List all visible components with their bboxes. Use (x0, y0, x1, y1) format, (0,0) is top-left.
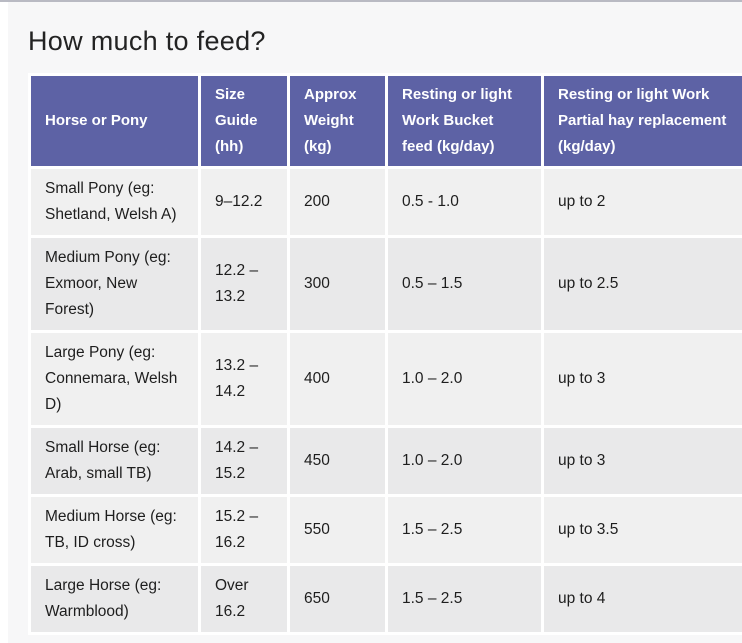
row-header-cell: Medium Pony (eg: Exmoor, New Forest) (28, 235, 201, 334)
table-cell-hay: up to 2.5 (541, 235, 742, 334)
table-cell-weight: 550 (287, 494, 388, 567)
table-header: Horse or Pony Size Guide (hh) Approx Wei… (28, 73, 742, 170)
table-cell-bucket-feed: 1.5 – 2.5 (385, 494, 544, 567)
table-cell-size: 9–12.2 (198, 166, 290, 239)
header-cell-hay-replacement: Resting or light Work Partial hay replac… (541, 73, 742, 170)
table-cell-hay: up to 3 (541, 330, 742, 429)
table-row: Large Horse (eg: Warmblood) Over 16.2 65… (28, 563, 742, 636)
page-content: How much to feed? Horse or Pony Size Gui… (8, 2, 742, 643)
row-header-cell: Large Pony (eg: Connemara, Welsh D) (28, 330, 201, 429)
table-cell-size: 12.2 – 13.2 (198, 235, 290, 334)
table-cell-bucket-feed: 1.0 – 2.0 (385, 425, 544, 498)
header-cell-horse-or-pony: Horse or Pony (28, 73, 201, 170)
table-cell-hay: up to 3.5 (541, 494, 742, 567)
page-title: How much to feed? (28, 26, 266, 56)
table-row: Small Horse (eg: Arab, small TB) 14.2 – … (28, 425, 742, 498)
row-header-cell: Small Horse (eg: Arab, small TB) (28, 425, 201, 498)
top-border-line (0, 0, 742, 2)
header-cell-size-guide: Size Guide (hh) (198, 73, 290, 170)
table-cell-hay: up to 3 (541, 425, 742, 498)
table-cell-hay: up to 2 (541, 166, 742, 239)
table-row: Large Pony (eg: Connemara, Welsh D) 13.2… (28, 330, 742, 429)
table-body: Small Pony (eg: Shetland, Welsh A) 9–12.… (28, 166, 742, 636)
header-cell-approx-weight: Approx Weight (kg) (287, 73, 388, 170)
row-header-cell: Large Horse (eg: Warmblood) (28, 563, 201, 636)
table-cell-weight: 450 (287, 425, 388, 498)
table-cell-hay: up to 4 (541, 563, 742, 636)
table-cell-size: 13.2 – 14.2 (198, 330, 290, 429)
table-cell-weight: 200 (287, 166, 388, 239)
table-cell-bucket-feed: 1.5 – 2.5 (385, 563, 544, 636)
table-cell-weight: 300 (287, 235, 388, 334)
header-row: Horse or Pony Size Guide (hh) Approx Wei… (28, 73, 742, 170)
table-cell-weight: 650 (287, 563, 388, 636)
table-cell-bucket-feed: 0.5 - 1.0 (385, 166, 544, 239)
row-header-cell: Small Pony (eg: Shetland, Welsh A) (28, 166, 201, 239)
table-cell-weight: 400 (287, 330, 388, 429)
table-row: Medium Pony (eg: Exmoor, New Forest) 12.… (28, 235, 742, 334)
table-cell-size: 15.2 – 16.2 (198, 494, 290, 567)
row-header-cell: Medium Horse (eg: TB, ID cross) (28, 494, 201, 567)
feeding-guide-table: Horse or Pony Size Guide (hh) Approx Wei… (28, 73, 742, 636)
table-cell-size: 14.2 – 15.2 (198, 425, 290, 498)
header-cell-bucket-feed: Resting or light Work Bucket feed (kg/da… (385, 73, 544, 170)
table-cell-bucket-feed: 1.0 – 2.0 (385, 330, 544, 429)
table-cell-bucket-feed: 0.5 – 1.5 (385, 235, 544, 334)
table-cell-size: Over 16.2 (198, 563, 290, 636)
table-row: Medium Horse (eg: TB, ID cross) 15.2 – 1… (28, 494, 742, 567)
table-row: Small Pony (eg: Shetland, Welsh A) 9–12.… (28, 166, 742, 239)
